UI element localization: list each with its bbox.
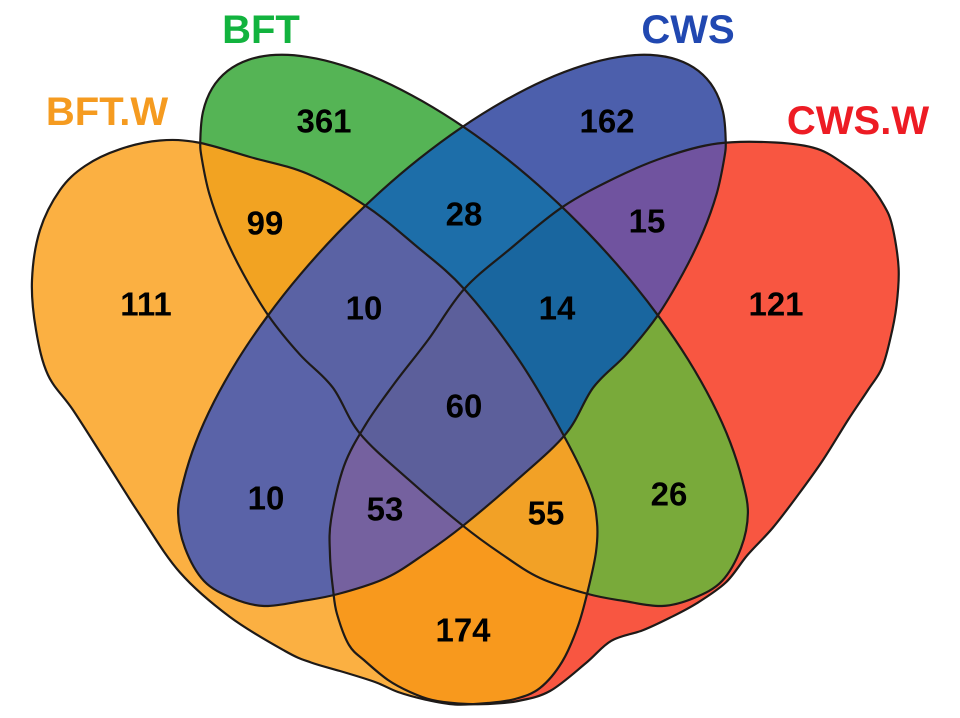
svg-text:361: 361: [296, 103, 351, 140]
svg-text:14: 14: [539, 290, 576, 327]
svg-text:BFT.W: BFT.W: [46, 90, 168, 134]
svg-text:15: 15: [629, 203, 666, 240]
svg-text:CWS.W: CWS.W: [787, 99, 929, 143]
svg-text:10: 10: [248, 480, 285, 517]
svg-text:CWS: CWS: [641, 8, 734, 52]
svg-text:10: 10: [346, 290, 383, 327]
svg-text:99: 99: [247, 205, 284, 242]
svg-text:26: 26: [651, 476, 688, 513]
svg-text:60: 60: [446, 388, 483, 425]
svg-text:121: 121: [748, 286, 803, 323]
svg-text:53: 53: [367, 491, 404, 528]
svg-text:111: 111: [120, 286, 171, 323]
svg-text:55: 55: [528, 495, 565, 532]
svg-text:28: 28: [446, 196, 483, 233]
svg-text:174: 174: [435, 612, 491, 649]
svg-text:BFT: BFT: [222, 8, 300, 52]
svg-text:162: 162: [579, 103, 634, 140]
